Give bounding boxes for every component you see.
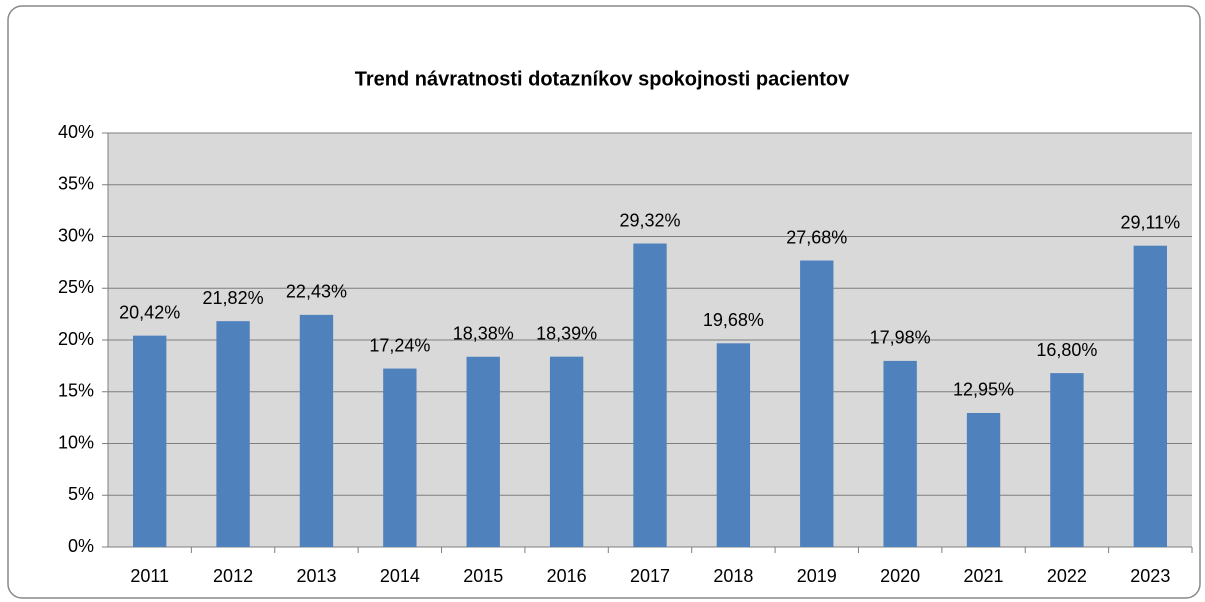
data-label: 18,39% xyxy=(536,323,597,343)
bar xyxy=(966,412,1001,547)
bar xyxy=(299,314,334,547)
data-label: 19,68% xyxy=(703,310,764,330)
x-tick-label: 2014 xyxy=(380,566,420,586)
data-label: 16,80% xyxy=(1036,340,1097,360)
x-tick-label: 2019 xyxy=(797,566,837,586)
x-tick-label: 2017 xyxy=(630,566,670,586)
bar xyxy=(216,321,250,547)
y-tick-label: 20% xyxy=(58,329,94,349)
x-tick-label: 2022 xyxy=(1047,566,1087,586)
bar xyxy=(800,260,834,547)
data-label: 20,42% xyxy=(119,302,180,322)
y-tick-label: 40% xyxy=(58,122,94,142)
bar xyxy=(549,356,584,547)
y-tick-label: 15% xyxy=(58,381,94,401)
bar xyxy=(133,335,167,547)
y-tick-label: 35% xyxy=(58,174,94,194)
x-tick-label: 2012 xyxy=(213,566,253,586)
x-tick-label: 2021 xyxy=(964,566,1004,586)
y-tick-label: 0% xyxy=(68,536,94,556)
x-tick-label: 2011 xyxy=(130,566,169,586)
bar xyxy=(716,343,751,547)
bar xyxy=(633,243,667,547)
data-label: 29,11% xyxy=(1120,212,1180,232)
x-tick-label: 2018 xyxy=(713,566,753,586)
x-tick-label: 2016 xyxy=(547,566,587,586)
data-label: 21,82% xyxy=(203,288,264,308)
y-tick-label: 25% xyxy=(58,277,94,297)
bar xyxy=(1050,373,1084,547)
x-tick-label: 2020 xyxy=(880,566,920,586)
x-tick-label: 2023 xyxy=(1130,566,1170,586)
chart-title: Trend návratnosti dotazníkov spokojnosti… xyxy=(355,68,850,90)
bar xyxy=(466,356,500,547)
data-label: 17,24% xyxy=(369,335,430,355)
bar xyxy=(1133,245,1167,548)
data-label: 12,95% xyxy=(953,380,1014,400)
y-tick-label: 30% xyxy=(58,225,94,245)
data-label: 22,43% xyxy=(286,282,347,302)
data-label: 29,32% xyxy=(619,210,680,230)
data-label: 27,68% xyxy=(786,227,847,247)
y-tick-label: 5% xyxy=(68,484,94,504)
x-tick-label: 2015 xyxy=(463,566,503,586)
x-tick-label: 2013 xyxy=(296,566,336,586)
bar xyxy=(883,360,917,547)
y-tick-label: 10% xyxy=(58,432,94,452)
data-label: 17,98% xyxy=(870,328,931,348)
bar xyxy=(383,368,417,547)
data-label: 18,38% xyxy=(453,324,514,344)
